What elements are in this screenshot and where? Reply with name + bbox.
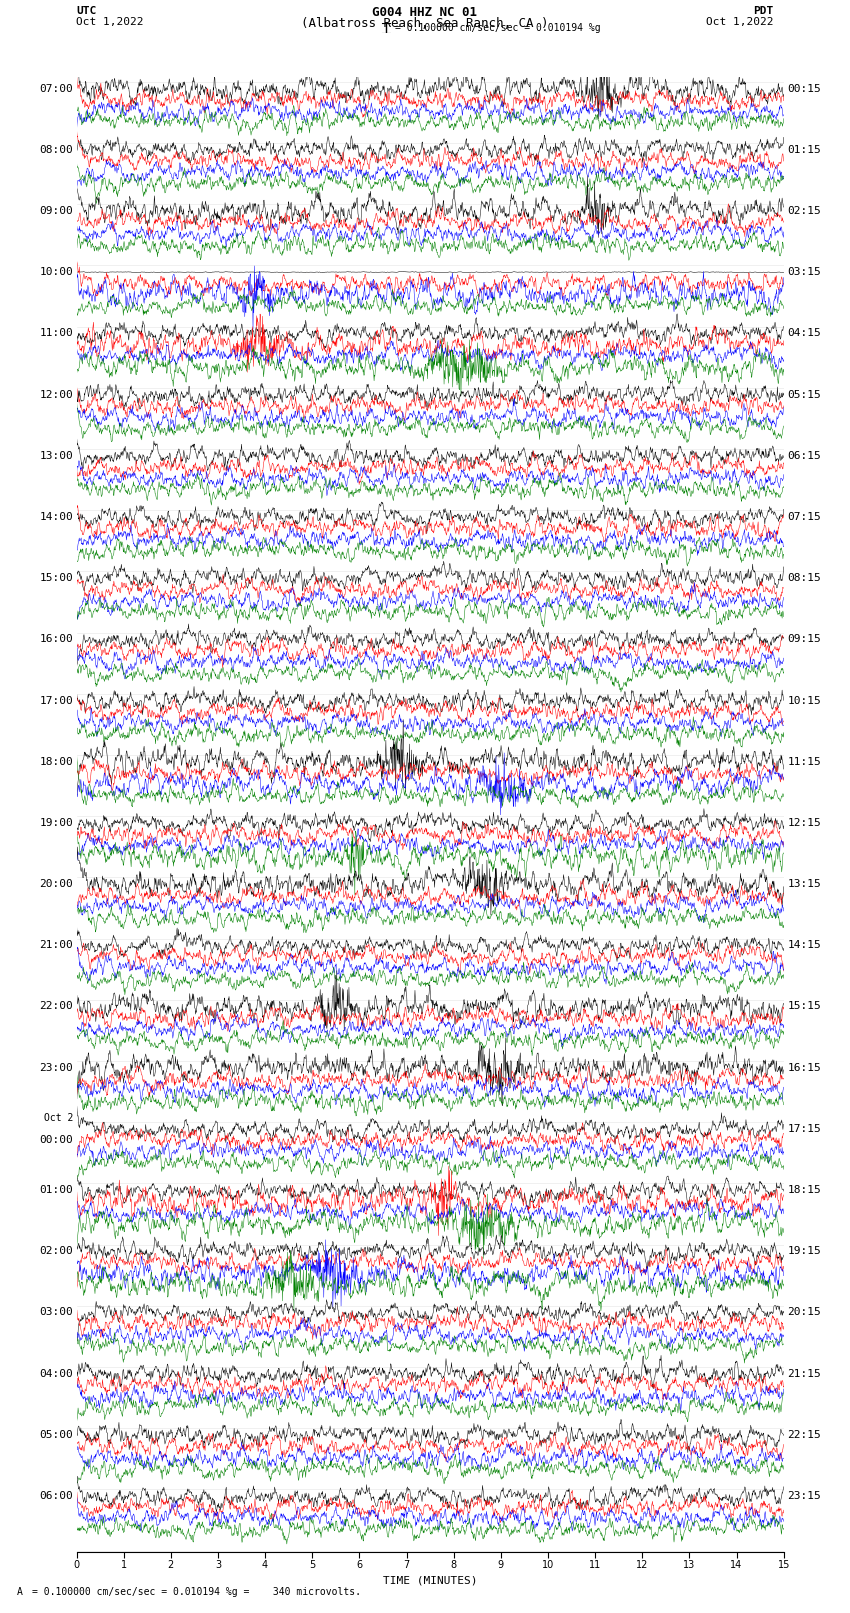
Text: 02:15: 02:15 [787, 206, 821, 216]
Text: 07:00: 07:00 [39, 84, 73, 94]
Text: Oct 1,2022: Oct 1,2022 [706, 18, 774, 27]
Text: 23:00: 23:00 [39, 1063, 73, 1073]
Text: 12:15: 12:15 [787, 818, 821, 827]
Text: A: A [17, 1587, 23, 1597]
Text: 03:00: 03:00 [39, 1308, 73, 1318]
Text: 21:15: 21:15 [787, 1369, 821, 1379]
Text: 11:15: 11:15 [787, 756, 821, 766]
Text: 09:00: 09:00 [39, 206, 73, 216]
Text: 23:15: 23:15 [787, 1490, 821, 1502]
Text: 15:15: 15:15 [787, 1002, 821, 1011]
Text: 06:00: 06:00 [39, 1490, 73, 1502]
Text: 14:00: 14:00 [39, 511, 73, 523]
Text: 18:00: 18:00 [39, 756, 73, 766]
Text: 19:15: 19:15 [787, 1247, 821, 1257]
Text: 04:00: 04:00 [39, 1369, 73, 1379]
Text: 17:15: 17:15 [787, 1124, 821, 1134]
Text: Oct 2: Oct 2 [43, 1113, 73, 1123]
Text: 19:00: 19:00 [39, 818, 73, 827]
Text: 00:00: 00:00 [39, 1136, 73, 1145]
Text: 13:15: 13:15 [787, 879, 821, 889]
Text: 11:00: 11:00 [39, 329, 73, 339]
Text: G004 HHZ NC 01: G004 HHZ NC 01 [372, 5, 478, 19]
Text: PDT: PDT [753, 5, 774, 16]
Text: 09:15: 09:15 [787, 634, 821, 644]
Text: = 0.100000 cm/sec/sec = 0.010194 %g =    340 microvolts.: = 0.100000 cm/sec/sec = 0.010194 %g = 34… [32, 1587, 361, 1597]
Text: 05:00: 05:00 [39, 1429, 73, 1440]
Text: 12:00: 12:00 [39, 389, 73, 400]
X-axis label: TIME (MINUTES): TIME (MINUTES) [382, 1576, 478, 1586]
Text: 22:00: 22:00 [39, 1002, 73, 1011]
Text: 16:15: 16:15 [787, 1063, 821, 1073]
Text: UTC: UTC [76, 5, 97, 16]
Text: 01:00: 01:00 [39, 1186, 73, 1195]
Text: 17:00: 17:00 [39, 695, 73, 705]
Text: 14:15: 14:15 [787, 940, 821, 950]
Text: 08:00: 08:00 [39, 145, 73, 155]
Text: 10:00: 10:00 [39, 268, 73, 277]
Text: 03:15: 03:15 [787, 268, 821, 277]
Text: = 0.100000 cm/sec/sec = 0.010194 %g: = 0.100000 cm/sec/sec = 0.010194 %g [395, 23, 601, 34]
Text: 20:15: 20:15 [787, 1308, 821, 1318]
Text: 21:00: 21:00 [39, 940, 73, 950]
Text: 00:15: 00:15 [787, 84, 821, 94]
Text: 04:15: 04:15 [787, 329, 821, 339]
Text: 16:00: 16:00 [39, 634, 73, 644]
Text: 02:00: 02:00 [39, 1247, 73, 1257]
Text: 05:15: 05:15 [787, 389, 821, 400]
Text: 01:15: 01:15 [787, 145, 821, 155]
Text: (Albatross Reach, Sea Ranch, CA ): (Albatross Reach, Sea Ranch, CA ) [301, 18, 549, 31]
Text: 20:00: 20:00 [39, 879, 73, 889]
Text: 22:15: 22:15 [787, 1429, 821, 1440]
Text: 13:00: 13:00 [39, 450, 73, 461]
Text: Oct 1,2022: Oct 1,2022 [76, 18, 144, 27]
Text: 15:00: 15:00 [39, 573, 73, 584]
Text: 06:15: 06:15 [787, 450, 821, 461]
Text: 18:15: 18:15 [787, 1186, 821, 1195]
Text: 08:15: 08:15 [787, 573, 821, 584]
Text: 10:15: 10:15 [787, 695, 821, 705]
Text: 07:15: 07:15 [787, 511, 821, 523]
